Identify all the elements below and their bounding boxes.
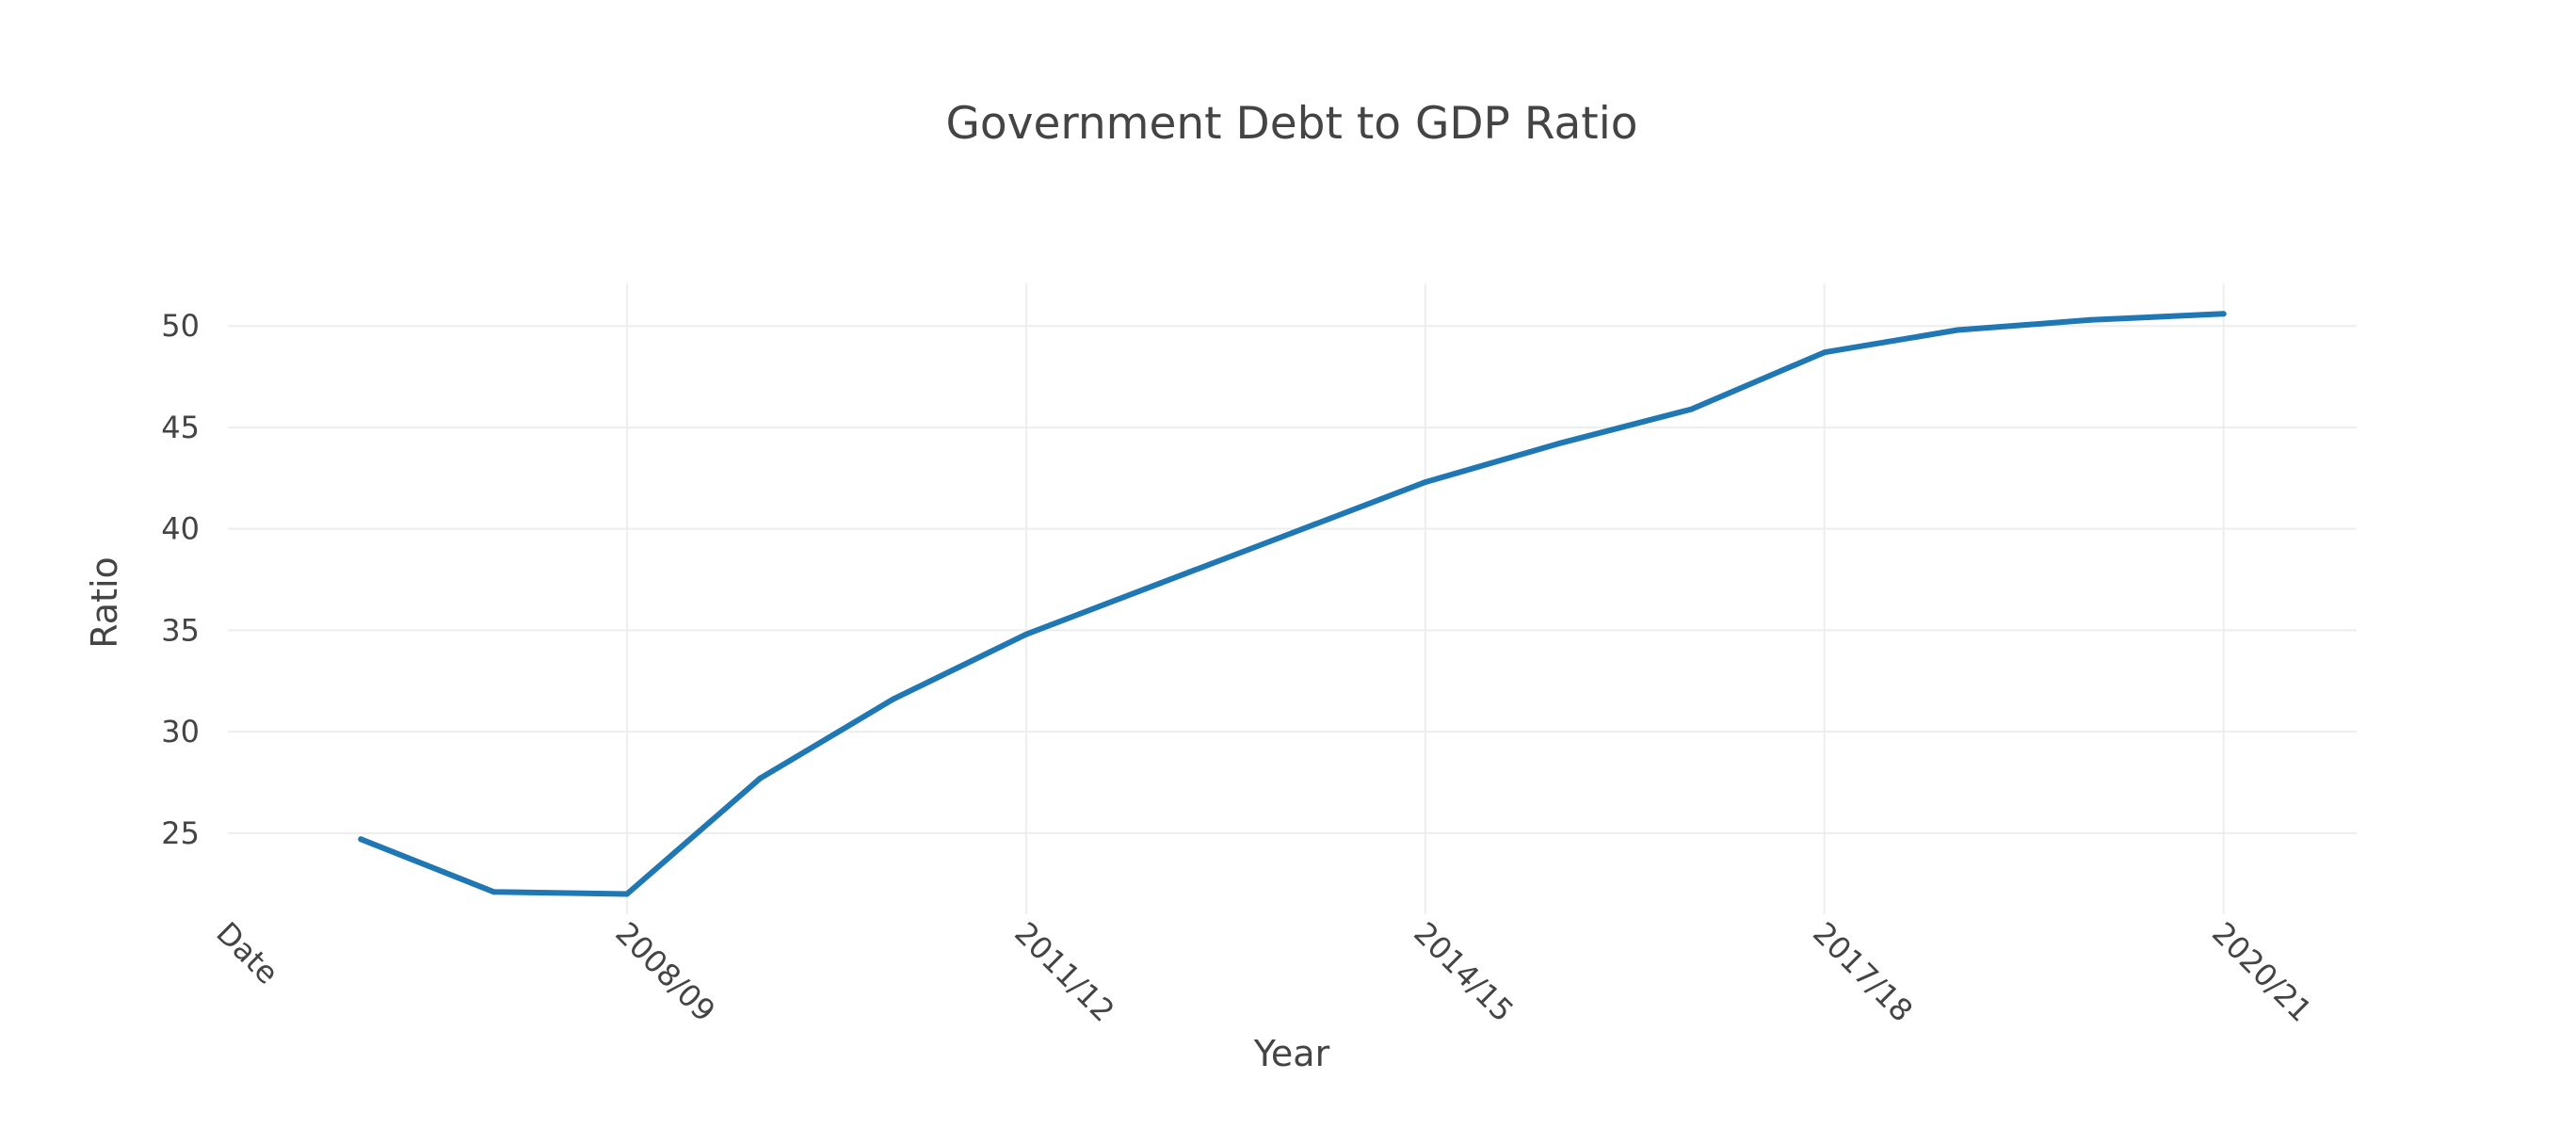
data-point bbox=[1422, 479, 1428, 486]
y-tick-label: 30 bbox=[161, 714, 200, 749]
y-tick-label: 45 bbox=[161, 410, 200, 445]
x-axis-title: Year bbox=[1253, 1033, 1330, 1074]
data-point bbox=[2220, 311, 2227, 317]
x-tick-label: 2020/21 bbox=[2205, 915, 2319, 1029]
data-point bbox=[2087, 316, 2094, 323]
series-group bbox=[358, 311, 2227, 897]
x-axis-ticks: Date 2008/09 2011/12 2014/15 2017/18 2020/21 bbox=[209, 915, 2319, 1029]
data-point bbox=[358, 836, 364, 843]
x-tick-label: 2011/12 bbox=[1007, 915, 1121, 1029]
data-point bbox=[623, 891, 630, 897]
y-tick-label: 50 bbox=[161, 308, 200, 344]
horizontal-gridlines bbox=[228, 325, 2357, 834]
data-point bbox=[1022, 631, 1029, 637]
data-point bbox=[1555, 441, 1562, 447]
x-tick-label: Date bbox=[209, 915, 285, 991]
data-point bbox=[1955, 327, 1961, 333]
data-point bbox=[1688, 406, 1695, 412]
y-axis-ticks: 25 30 35 40 45 50 bbox=[161, 308, 200, 851]
data-point bbox=[1289, 529, 1296, 536]
y-tick-label: 35 bbox=[161, 612, 200, 648]
data-point bbox=[1821, 349, 1827, 356]
x-tick-label: 2017/18 bbox=[1806, 915, 1920, 1029]
x-tick-label: 2014/15 bbox=[1407, 915, 1521, 1029]
y-axis-title: Ratio bbox=[84, 556, 125, 649]
y-tick-label: 40 bbox=[161, 511, 200, 547]
vertical-gridlines bbox=[625, 283, 2225, 914]
x-tick-label: 2008/09 bbox=[608, 915, 722, 1029]
data-point bbox=[757, 775, 764, 781]
data-point bbox=[890, 696, 896, 702]
y-tick-label: 25 bbox=[161, 815, 200, 851]
series-line bbox=[358, 311, 2227, 897]
chart-title: Government Debt to GDP Ratio bbox=[945, 98, 1637, 150]
data-point bbox=[491, 889, 497, 895]
data-point bbox=[1156, 580, 1163, 587]
